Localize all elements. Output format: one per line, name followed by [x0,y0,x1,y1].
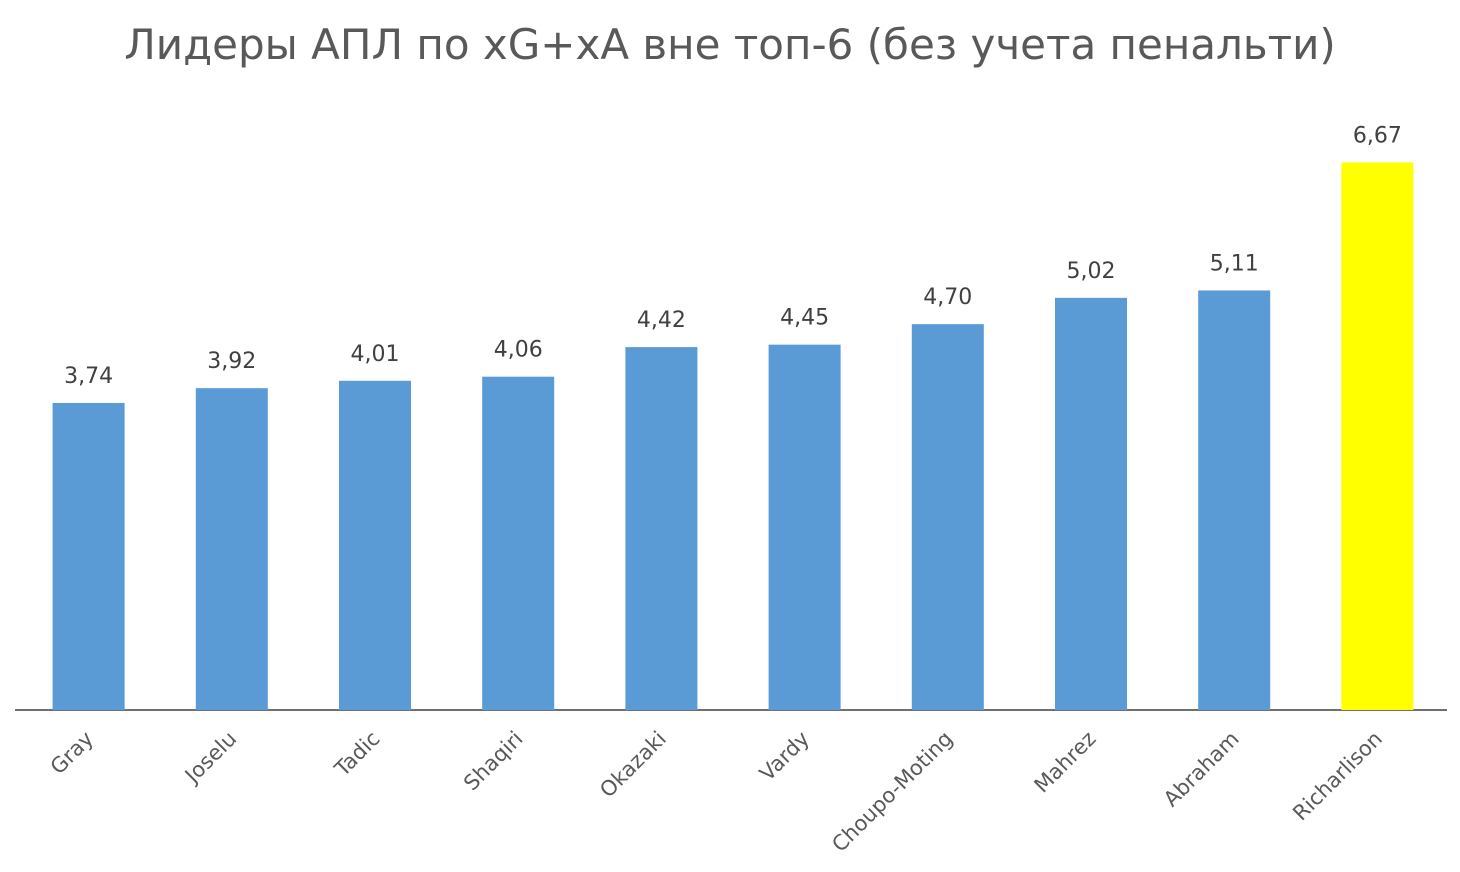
data-label-joselu: 3,92 [207,349,256,374]
category-label-vardy: Vardy [755,727,814,786]
bar-choupo-moting [911,324,984,710]
data-label-vardy: 4,45 [780,306,829,331]
category-label-mahrez: Mahrez [1030,727,1101,798]
data-label-okazaki: 4,42 [637,308,686,333]
category-label-shaqiri: Shaqiri [459,727,528,796]
category-label-abraham: Abraham [1159,727,1244,812]
data-label-choupo-moting: 4,70 [923,285,972,310]
category-label-joselu: Joselu [179,727,241,789]
data-label-shaqiri: 4,06 [494,338,543,363]
bar-richarlison [1341,162,1414,710]
category-label-richarlison: Richarlison [1288,727,1387,826]
chart-title: Лидеры АПЛ по xG+xA вне топ-6 (без учета… [124,20,1336,69]
category-label-choupo-moting: Choupo-Moting [827,727,957,857]
bar-vardy [768,344,841,710]
category-label-gray: Gray [46,727,98,779]
bar-shaqiri [482,376,555,710]
data-label-tadic: 4,01 [351,342,400,367]
bar-gray [52,402,125,710]
bar-okazaki [625,347,698,710]
bar-tadic [339,380,411,710]
bar-mahrez [1055,297,1127,710]
data-label-gray: 3,74 [64,364,113,389]
bar-abraham [1198,290,1271,710]
bar-joselu [195,388,268,710]
data-label-mahrez: 5,02 [1067,259,1116,284]
data-label-richarlison: 6,67 [1353,123,1402,148]
category-label-okazaki: Okazaki [595,727,671,803]
data-label-abraham: 5,11 [1210,251,1259,276]
category-label-tadic: Tadic [329,727,384,782]
